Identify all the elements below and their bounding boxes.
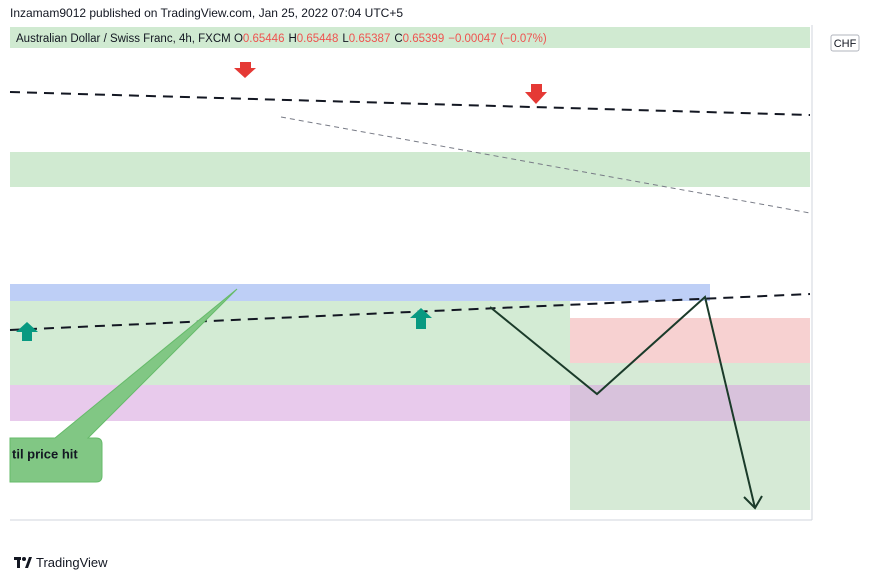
logo	[14, 556, 32, 568]
publisher: Inzamam9012 published on TradingView.com…	[10, 6, 404, 20]
zones	[10, 27, 810, 510]
zone	[10, 152, 810, 187]
trend-line	[9, 293, 811, 331]
ohlc-key: O	[233, 33, 243, 45]
callout	[9, 288, 238, 483]
footer: TradingView	[14, 555, 108, 570]
zone	[10, 385, 810, 421]
currency-box	[830, 34, 860, 52]
pattern-line	[489, 295, 756, 509]
legend: Australian Dollar / Swiss Franc, 4h, FXC…	[16, 33, 551, 45]
ohlc-key: H	[288, 33, 297, 45]
arrow-up	[410, 308, 432, 329]
ohlc-key: C	[394, 33, 403, 45]
currency: CHF	[834, 38, 857, 50]
arrow-down	[234, 62, 256, 78]
drawings	[9, 34, 860, 510]
trend-line	[9, 91, 811, 116]
change: −0.00047 (−0.07%)	[448, 33, 547, 45]
zone	[10, 301, 570, 385]
annotation: til price hit	[12, 446, 78, 461]
arrow-up	[16, 322, 38, 341]
arrow-down	[525, 84, 547, 104]
ohlc-value: 0.65448	[296, 33, 339, 45]
stop-zone	[570, 318, 810, 363]
arrow-head	[743, 495, 763, 510]
ohlc-value: 0.65399	[402, 33, 445, 45]
ohlc-value: 0.65387	[348, 33, 391, 45]
brand: TradingView	[36, 555, 108, 570]
symbol: Australian Dollar / Swiss Franc, 4h, FXC…	[16, 33, 231, 45]
ohlc-key: L	[342, 33, 349, 45]
zone	[10, 27, 810, 48]
zone	[10, 284, 710, 301]
ohlc-value: 0.65446	[242, 33, 285, 45]
